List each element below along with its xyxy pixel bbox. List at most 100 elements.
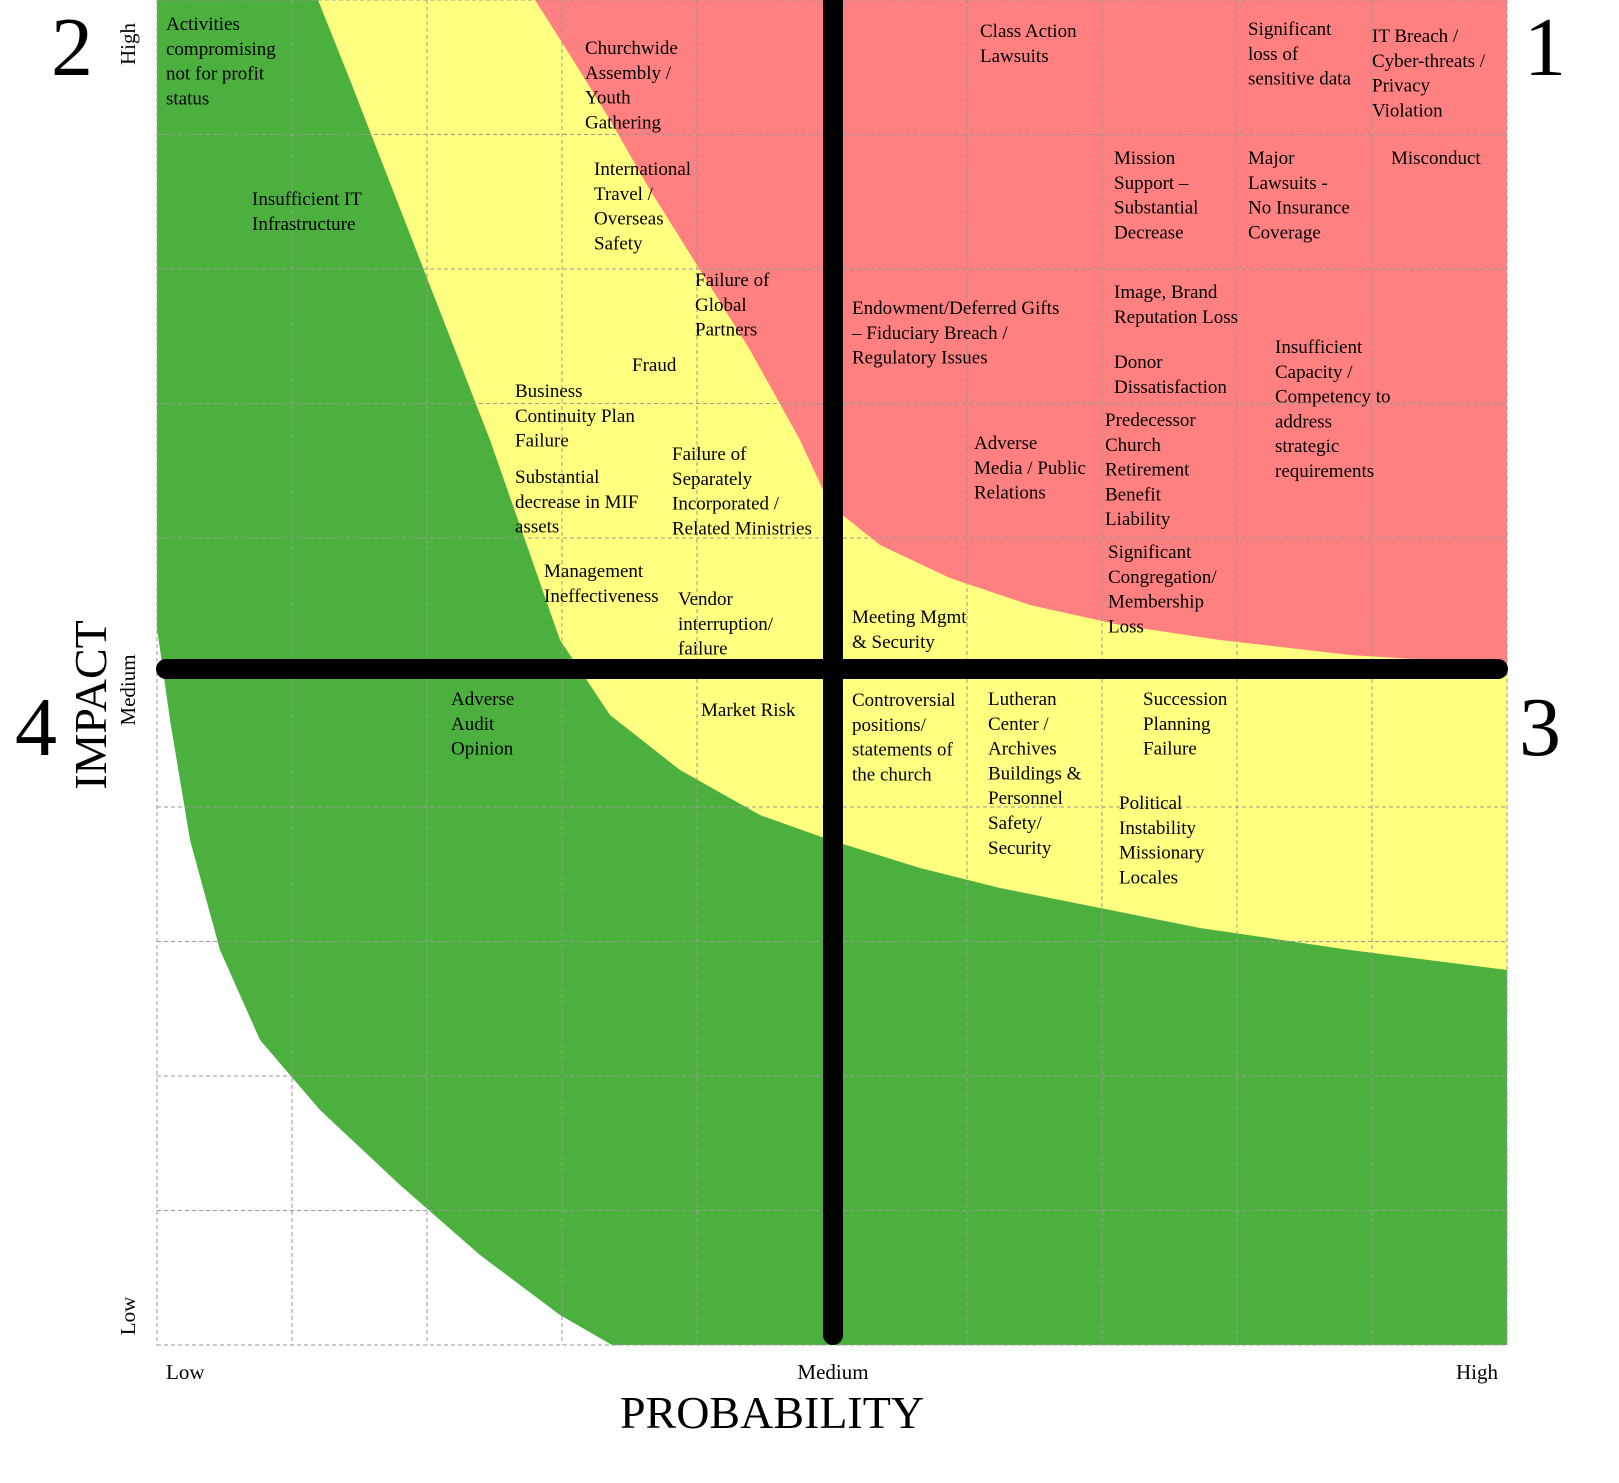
risk-label: Failure of Global Partners (695, 270, 770, 341)
risk-label-line: Loss (1108, 616, 1144, 637)
quadrant-number: 2 (51, 1, 93, 94)
risk-label-line: Lawsuits - (1248, 173, 1328, 194)
y-tick-label: Medium (116, 654, 140, 725)
risk-label-line: Insufficient (1275, 337, 1363, 358)
risk-label-line: decrease in MIF (515, 492, 638, 513)
risk-label-line: Benefit (1105, 484, 1162, 505)
risk-label-line: Incorporated / (672, 494, 780, 515)
risk-label-line: Failure (1143, 739, 1197, 760)
risk-label-line: Youth (585, 88, 631, 109)
risk-label: Major Lawsuits - No Insurance Coverage (1248, 148, 1350, 243)
risk-label: International Travel / Overseas Safety (594, 159, 691, 254)
risk-label: Insufficient IT Infrastructure (252, 189, 362, 235)
risk-label-line: assets (515, 517, 559, 538)
x-tick-label: Low (166, 1360, 205, 1384)
risk-label: Activities compromising not for profit stat… (166, 14, 276, 109)
risk-label-line: Failure of (672, 444, 747, 465)
risk-label: Class Action Lawsuits (980, 21, 1077, 67)
risk-label-line: International (594, 159, 691, 180)
risk-label-line: Liability (1105, 509, 1171, 530)
risk-label-line: Management (544, 561, 644, 582)
risk-label-line: strategic (1275, 436, 1339, 457)
risk-label-line: Substantial (1114, 198, 1198, 219)
risk-label-line: Fraud (632, 355, 677, 376)
risk-label-line: Church (1105, 435, 1161, 456)
risk-label: Failure of Separately Incorporated / Relate… (672, 444, 812, 539)
risk-label-line: status (166, 88, 209, 109)
risk-label-line: Lutheran (988, 689, 1057, 710)
risk-label-line: Mission (1114, 148, 1176, 169)
risk-label-line: Relations (974, 483, 1046, 504)
risk-label: Churchwide Assembly / Youth Gathering (585, 38, 678, 133)
risk-label-line: interruption/ (678, 614, 774, 635)
y-tick-label: High (116, 23, 140, 66)
risk-label-line: sensitive data (1248, 69, 1351, 90)
risk-label-line: Safety/ (988, 813, 1043, 834)
risk-label-line: Security (988, 838, 1052, 859)
risk-label-line: Substantial (515, 467, 599, 488)
risk-label: Adverse Audit Opinion (451, 689, 514, 760)
risk-labels: Activities compromising not for profit stat… (166, 14, 1486, 888)
risk-label-line: Instability (1119, 818, 1197, 839)
risk-label-line: & Security (852, 632, 935, 653)
risk-label: Controversial positions/statements of the … (852, 690, 955, 785)
risk-label: Business Continuity Plan Failure (515, 381, 635, 452)
risk-label: Insufficient Capacity / Competency to addre… (1275, 337, 1391, 482)
risk-label: Management Ineffectiveness (544, 561, 659, 607)
risk-label-line: Adverse (974, 433, 1037, 454)
risk-label-line: Support – (1114, 173, 1189, 194)
risk-label: Lutheran Center / Archives Buildings & Perso… (988, 689, 1082, 859)
risk-label: Fraud (632, 355, 677, 376)
risk-label-line: Controversial (852, 690, 955, 711)
risk-label-line: Activities (166, 14, 240, 35)
white-zone (157, 628, 612, 1345)
risk-label-line: Related Ministries (672, 518, 812, 539)
risk-label-line: Predecessor (1105, 410, 1196, 431)
risk-label-line: Partners (695, 320, 757, 341)
risk-label-line: Locales (1119, 867, 1178, 888)
risk-label: Political Instability Missionary Locales (1119, 793, 1205, 888)
risk-label-line: Churchwide (585, 38, 678, 59)
risk-label-line: Continuity Plan (515, 406, 635, 427)
risk-label: Image, Brand Reputation Loss (1114, 282, 1238, 328)
risk-label-line: address (1275, 411, 1332, 432)
risk-label-line: Misconduct (1391, 148, 1481, 169)
risk-label-line: requirements (1275, 461, 1374, 482)
risk-label-line: Insufficient IT (252, 189, 362, 210)
risk-label-line: statements of (852, 740, 953, 761)
risk-label-line: – Fiduciary Breach / (851, 323, 1008, 344)
risk-label: Donor Dissatisfaction (1114, 352, 1227, 398)
x-tick-label: High (1456, 1360, 1499, 1384)
risk-label-line: Cyber-threats / (1372, 51, 1486, 72)
risk-label-line: Donor (1114, 352, 1163, 373)
risk-label: Endowment/Deferred Gifts – Fiduciary Brea… (851, 298, 1059, 369)
risk-label: Mission Support – Substantial Decrease (1114, 148, 1198, 243)
risk-label-line: Congregation/ (1108, 567, 1217, 588)
risk-label: Significant Congregation/Membership Loss (1108, 542, 1217, 637)
risk-label: Predecessor Church Retirement Benefit Liabil… (1105, 410, 1196, 530)
risk-label: Misconduct (1391, 148, 1481, 169)
risk-label-line: Major (1248, 148, 1295, 169)
risk-label-line: Adverse (451, 689, 514, 710)
risk-label-line: Significant (1248, 19, 1332, 40)
risk-label-line: Capacity / (1275, 362, 1353, 383)
risk-label-line: Political (1119, 793, 1182, 814)
risk-label-line: Image, Brand (1114, 282, 1218, 303)
risk-label-line: Significant (1108, 542, 1192, 563)
risk-label-line: Gathering (585, 112, 661, 133)
risk-label-line: Membership (1108, 592, 1204, 613)
risk-label-line: Succession (1143, 689, 1228, 710)
risk-label-line: Planning (1143, 714, 1211, 735)
risk-label: Succession Planning Failure (1143, 689, 1228, 760)
red-zone (535, 0, 1507, 665)
risk-label-line: IT Breach / (1372, 26, 1459, 47)
risk-label-line: Missionary (1119, 843, 1205, 864)
risk-label-line: Personnel (988, 788, 1063, 809)
risk-label-line: Dissatisfaction (1114, 377, 1227, 398)
risk-label-line: Violation (1372, 100, 1443, 121)
risk-label-line: positions/ (852, 715, 927, 736)
risk-label-line: failure (678, 639, 728, 660)
risk-label-line: No Insurance (1248, 198, 1350, 219)
